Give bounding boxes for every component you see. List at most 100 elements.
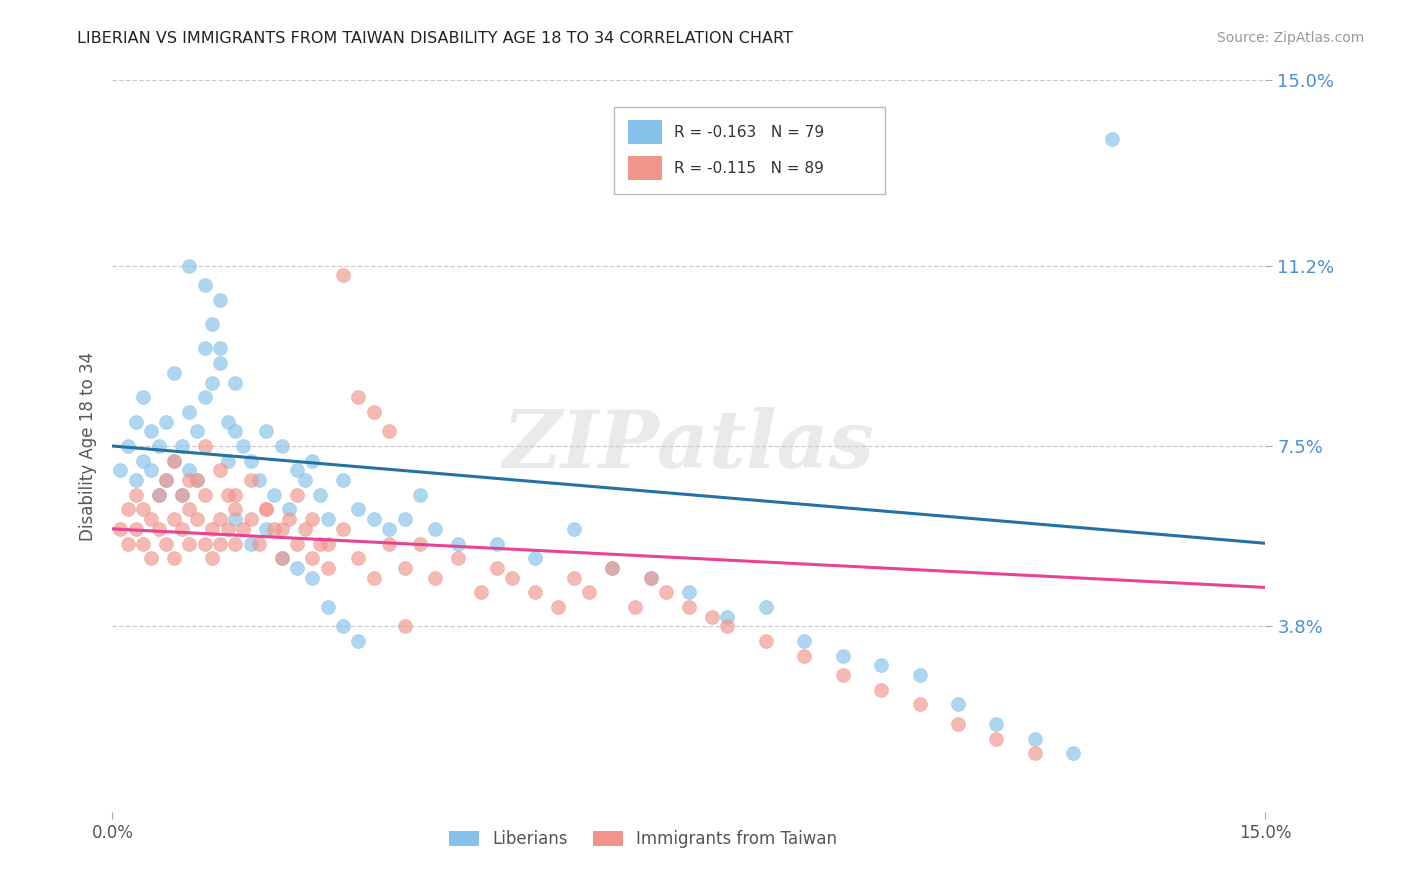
- Point: [132, 502, 155, 516]
- Point: [179, 259, 201, 273]
- Point: [700, 609, 723, 624]
- Point: [124, 488, 146, 502]
- Point: [908, 698, 931, 712]
- Point: [217, 415, 239, 429]
- Point: [239, 536, 262, 550]
- Text: LIBERIAN VS IMMIGRANTS FROM TAIWAN DISABILITY AGE 18 TO 34 CORRELATION CHART: LIBERIAN VS IMMIGRANTS FROM TAIWAN DISAB…: [77, 31, 793, 46]
- Point: [194, 439, 217, 453]
- Point: [217, 488, 239, 502]
- Point: [409, 488, 432, 502]
- Point: [332, 268, 354, 283]
- Point: [194, 390, 217, 404]
- Point: [946, 717, 969, 731]
- Point: [163, 453, 186, 467]
- Point: [186, 425, 208, 439]
- Point: [209, 463, 232, 477]
- Point: [124, 522, 146, 536]
- Point: [309, 488, 332, 502]
- Point: [285, 463, 308, 477]
- Point: [425, 571, 447, 585]
- Point: [263, 488, 285, 502]
- Point: [347, 634, 370, 648]
- Point: [170, 488, 193, 502]
- Point: [363, 512, 385, 526]
- Point: [139, 512, 162, 526]
- Point: [170, 439, 193, 453]
- Point: [108, 463, 131, 477]
- Point: [117, 502, 139, 516]
- Point: [946, 698, 969, 712]
- Point: [239, 453, 262, 467]
- Point: [108, 522, 131, 536]
- Point: [294, 522, 316, 536]
- Point: [716, 619, 738, 633]
- Point: [447, 536, 470, 550]
- Point: [332, 619, 354, 633]
- Point: [254, 425, 277, 439]
- Point: [163, 366, 186, 380]
- Point: [201, 376, 224, 390]
- Point: [270, 551, 292, 566]
- Point: [186, 473, 208, 487]
- Point: [217, 453, 239, 467]
- Point: [117, 536, 139, 550]
- Point: [870, 658, 893, 673]
- Point: [1024, 731, 1046, 746]
- Point: [148, 488, 170, 502]
- Point: [578, 585, 600, 599]
- Point: [485, 561, 508, 575]
- Point: [409, 536, 432, 550]
- Point: [139, 425, 162, 439]
- Point: [224, 512, 246, 526]
- Point: [378, 536, 401, 550]
- Point: [501, 571, 523, 585]
- Point: [600, 561, 623, 575]
- Point: [378, 425, 401, 439]
- Point: [600, 561, 623, 575]
- Point: [425, 522, 447, 536]
- Point: [148, 439, 170, 453]
- Point: [394, 512, 416, 526]
- Point: [547, 599, 569, 614]
- Point: [986, 731, 1008, 746]
- Point: [831, 648, 853, 663]
- Point: [309, 536, 332, 550]
- Point: [447, 551, 470, 566]
- FancyBboxPatch shape: [614, 107, 884, 194]
- Point: [148, 522, 170, 536]
- Point: [217, 522, 239, 536]
- Point: [485, 536, 508, 550]
- Point: [139, 463, 162, 477]
- Point: [793, 634, 815, 648]
- Point: [232, 522, 254, 536]
- Point: [186, 512, 208, 526]
- Legend: Liberians, Immigrants from Taiwan: Liberians, Immigrants from Taiwan: [441, 823, 844, 855]
- Point: [117, 439, 139, 453]
- Point: [209, 356, 232, 370]
- Point: [163, 512, 186, 526]
- Point: [124, 473, 146, 487]
- Point: [363, 571, 385, 585]
- Point: [232, 439, 254, 453]
- Point: [163, 453, 186, 467]
- Point: [470, 585, 492, 599]
- Point: [254, 502, 277, 516]
- Point: [148, 488, 170, 502]
- Point: [332, 522, 354, 536]
- Point: [179, 463, 201, 477]
- FancyBboxPatch shape: [628, 156, 662, 180]
- Point: [155, 536, 177, 550]
- Point: [263, 522, 285, 536]
- Point: [347, 502, 370, 516]
- Point: [1101, 132, 1123, 146]
- Point: [316, 512, 339, 526]
- Point: [347, 390, 370, 404]
- Point: [316, 599, 339, 614]
- Point: [301, 571, 323, 585]
- Point: [132, 453, 155, 467]
- Point: [224, 425, 246, 439]
- Point: [624, 599, 647, 614]
- Point: [163, 551, 186, 566]
- Point: [179, 405, 201, 419]
- Point: [194, 488, 217, 502]
